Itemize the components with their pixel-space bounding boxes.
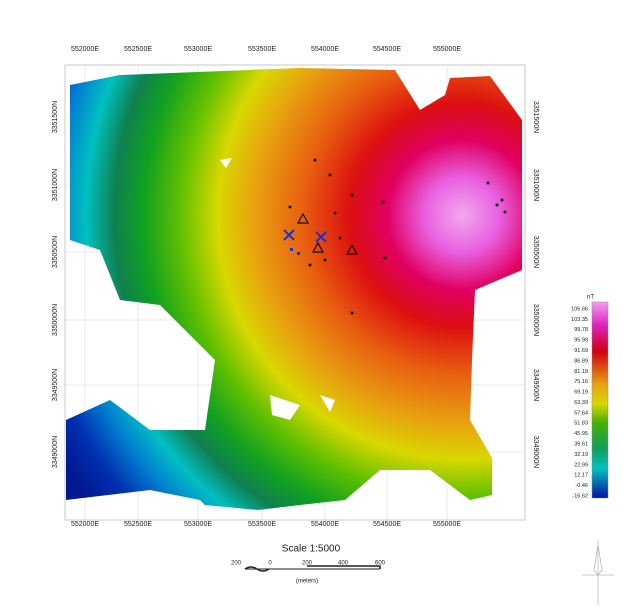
easting-label: 552500E (124, 46, 152, 53)
northing-label: 3350000N (532, 304, 539, 336)
legend-value: 103.35 (571, 317, 588, 323)
legend-value: 63.39 (574, 400, 588, 406)
easting-label: 552000E (71, 521, 99, 528)
northing-label: 3351500N (532, 101, 539, 133)
legend-value: 95.98 (574, 338, 588, 344)
northing-label: 3351000N (532, 169, 539, 201)
northing-label: 3351500N (52, 101, 59, 133)
northing-label: 3351000N (52, 169, 59, 201)
legend-unit: nT (587, 295, 594, 301)
easting-label: 554500E (373, 46, 401, 53)
easting-label: 552500E (124, 521, 152, 528)
easting-label: 554000E (311, 521, 339, 528)
scale-tick-label: 0 (268, 561, 272, 567)
northing-label: 3350500N (52, 236, 59, 268)
scale-bar: 200 0 200 400 600 (231, 561, 386, 572)
easting-label: 552000E (71, 46, 99, 53)
scale-unit: (meters) (296, 579, 318, 585)
legend-value: 86.89 (574, 358, 588, 364)
legend-value: 91.69 (574, 348, 588, 354)
northing-label: 3349000N (532, 436, 539, 468)
legend-value: 39.61 (574, 442, 588, 448)
northing-label: 3349000N (52, 436, 59, 468)
easting-label: 553000E (184, 521, 212, 528)
legend-value: 32.19 (574, 452, 588, 458)
northing-label: 3350000N (52, 304, 59, 336)
legend-value: 69.19 (574, 390, 588, 396)
legend-value: 106.66 (571, 306, 588, 312)
scale-tick-label: 400 (338, 561, 349, 567)
easting-label: 553500E (248, 46, 276, 53)
anomaly-field (66, 68, 522, 510)
easting-label: 555000E (433, 521, 461, 528)
easting-label: 554500E (373, 521, 401, 528)
easting-label: 553000E (184, 46, 212, 53)
northing-label: 3349500N (532, 369, 539, 401)
legend-colorbar (591, 301, 609, 499)
north-arrow (582, 540, 614, 605)
northing-label: 3350500N (532, 236, 539, 268)
legend-value: 57.64 (574, 410, 588, 416)
legend-value: 22.99 (574, 462, 588, 468)
easting-label: 554000E (311, 46, 339, 53)
easting-label: 553500E (248, 521, 276, 528)
legend-value: 45.95 (574, 431, 588, 437)
legend-value: 12.17 (574, 473, 588, 479)
axis-labels: 552000E 552000E 552500E 552500E 553000E 55300… (52, 46, 539, 528)
scale-tick-label: 600 (375, 561, 386, 567)
scale-tick-label: 200 (302, 561, 313, 567)
legend-value: 75.16 (574, 379, 588, 385)
legend-value: -0.46 (575, 483, 588, 489)
scale-tick-label: 200 (231, 561, 242, 567)
legend-value: -16.62 (572, 493, 588, 499)
legend-value: 51.83 (574, 421, 588, 427)
legend-value: 81.18 (574, 369, 588, 375)
legend-value: 99.78 (574, 327, 588, 333)
legend-values: 106.66 103.35 99.78 95.98 91.69 86.89 81.18 75.… (571, 306, 588, 499)
survey-symbols (283, 158, 507, 315)
northing-label: 3349500N (52, 369, 59, 401)
easting-label: 555000E (433, 46, 461, 53)
scale-title: Scale 1:5000 (282, 544, 341, 555)
